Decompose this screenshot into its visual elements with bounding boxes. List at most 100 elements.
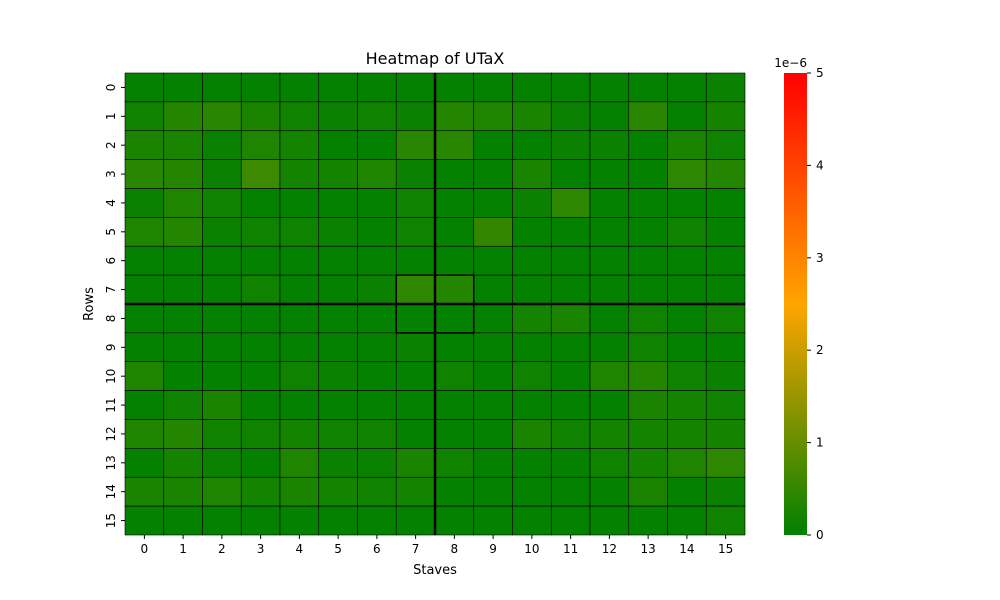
heatmap-cell bbox=[395, 448, 436, 478]
heatmap-cell bbox=[434, 390, 475, 420]
heatmap-cell bbox=[202, 476, 242, 507]
heatmap-cell bbox=[279, 448, 320, 478]
heatmap-cell bbox=[473, 72, 513, 103]
heatmap-cell bbox=[667, 101, 707, 132]
heatmap-cell bbox=[202, 332, 242, 363]
heatmap-cell bbox=[589, 390, 630, 420]
heatmap-cell bbox=[124, 448, 165, 478]
heatmap-cell bbox=[163, 476, 203, 507]
x-tick-label: 12 bbox=[602, 542, 617, 556]
heatmap-cell bbox=[628, 245, 668, 276]
heatmap-cell bbox=[628, 159, 668, 189]
colorbar-multiplier-label: 1e−6 bbox=[774, 56, 807, 70]
heatmap-cell bbox=[240, 188, 281, 218]
heatmap-cell bbox=[628, 274, 668, 305]
heatmap-cell bbox=[124, 101, 165, 132]
colorbar: 1e−6 0 1 2 3 4 5 bbox=[774, 56, 823, 542]
heatmap-cell bbox=[512, 448, 552, 478]
heatmap-cell bbox=[434, 159, 475, 189]
y-tick-label: 11 bbox=[104, 397, 118, 412]
heatmap-cell bbox=[240, 217, 281, 247]
heatmap-cell bbox=[202, 274, 242, 305]
heatmap-cell bbox=[357, 159, 397, 189]
heatmap-cell bbox=[163, 188, 203, 218]
heatmap-cell bbox=[357, 72, 397, 103]
x-tick-label: 2 bbox=[218, 542, 226, 556]
heatmap-cell bbox=[512, 476, 552, 507]
y-tick-label: 3 bbox=[104, 170, 118, 178]
y-tick-label: 1 bbox=[104, 112, 118, 120]
heatmap-cell bbox=[512, 72, 552, 103]
heatmap-cell bbox=[395, 130, 436, 160]
heatmap-cell bbox=[550, 390, 591, 420]
y-tick-label: 15 bbox=[104, 513, 118, 528]
heatmap-cell bbox=[705, 274, 746, 305]
y-tick-label: 8 bbox=[104, 315, 118, 323]
x-tick-label: 5 bbox=[334, 542, 342, 556]
heatmap-cell bbox=[589, 419, 630, 449]
heatmap-cell bbox=[550, 188, 591, 218]
x-tick-label: 10 bbox=[524, 542, 539, 556]
heatmap-cell bbox=[628, 390, 668, 420]
x-tick-label: 15 bbox=[718, 542, 733, 556]
heatmap-cell bbox=[705, 217, 746, 247]
heatmap-cell bbox=[395, 419, 436, 449]
heatmap-cell bbox=[473, 274, 513, 305]
heatmap-cell bbox=[240, 448, 281, 478]
heatmap-cell bbox=[357, 274, 397, 305]
heatmap-cell bbox=[124, 130, 165, 160]
heatmap-cell bbox=[279, 505, 320, 536]
heatmap-cell bbox=[279, 188, 320, 218]
heatmap-cell bbox=[395, 188, 436, 218]
heatmap-cell bbox=[279, 130, 320, 160]
y-tick-label: 7 bbox=[104, 286, 118, 294]
heatmap-cell bbox=[589, 130, 630, 160]
heatmap-cell bbox=[628, 419, 668, 449]
heatmap-cell bbox=[473, 332, 513, 363]
heatmap-cell bbox=[667, 361, 707, 391]
heatmap-cell bbox=[628, 361, 668, 391]
heatmap-cell bbox=[279, 159, 320, 189]
heatmap-cell bbox=[512, 245, 552, 276]
heatmap-cell bbox=[589, 101, 630, 132]
heatmap-cell bbox=[163, 419, 203, 449]
heatmap-cell bbox=[512, 159, 552, 189]
colorbar-tick-label: 5 bbox=[816, 66, 824, 80]
heatmap-cell bbox=[279, 476, 320, 507]
heatmap-cell bbox=[240, 245, 281, 276]
heatmap-cell bbox=[279, 332, 320, 363]
x-tick-label: 0 bbox=[141, 542, 149, 556]
heatmap-cell bbox=[512, 130, 552, 160]
heatmap-cell bbox=[550, 476, 591, 507]
heatmap-cell bbox=[395, 303, 436, 334]
heatmap-cell bbox=[512, 505, 552, 536]
heatmap-cell bbox=[550, 448, 591, 478]
heatmap-cell bbox=[318, 361, 358, 391]
heatmap-cell bbox=[279, 217, 320, 247]
heatmap-cell bbox=[667, 419, 707, 449]
heatmap-cell bbox=[163, 505, 203, 536]
heatmap-cell bbox=[589, 72, 630, 103]
heatmap-cell bbox=[318, 476, 358, 507]
colorbar-tick-label: 1 bbox=[816, 436, 824, 450]
heatmap-cell bbox=[434, 245, 475, 276]
heatmap-cell bbox=[628, 217, 668, 247]
heatmap-cell bbox=[589, 217, 630, 247]
heatmap-cell bbox=[163, 101, 203, 132]
heatmap-cell bbox=[357, 217, 397, 247]
heatmap-cell bbox=[318, 101, 358, 132]
heatmap-cell bbox=[357, 130, 397, 160]
x-tick-label: 1 bbox=[179, 542, 187, 556]
heatmap-cell bbox=[512, 274, 552, 305]
heatmap-cell bbox=[628, 476, 668, 507]
heatmap-cell bbox=[318, 390, 358, 420]
heatmap-cell bbox=[163, 130, 203, 160]
heatmap-cell bbox=[124, 274, 165, 305]
heatmap-cell bbox=[240, 130, 281, 160]
heatmap-cell bbox=[163, 332, 203, 363]
heatmap-cell bbox=[705, 419, 746, 449]
heatmap-cell bbox=[512, 101, 552, 132]
heatmap-cell bbox=[395, 274, 436, 305]
heatmap-cell bbox=[473, 419, 513, 449]
